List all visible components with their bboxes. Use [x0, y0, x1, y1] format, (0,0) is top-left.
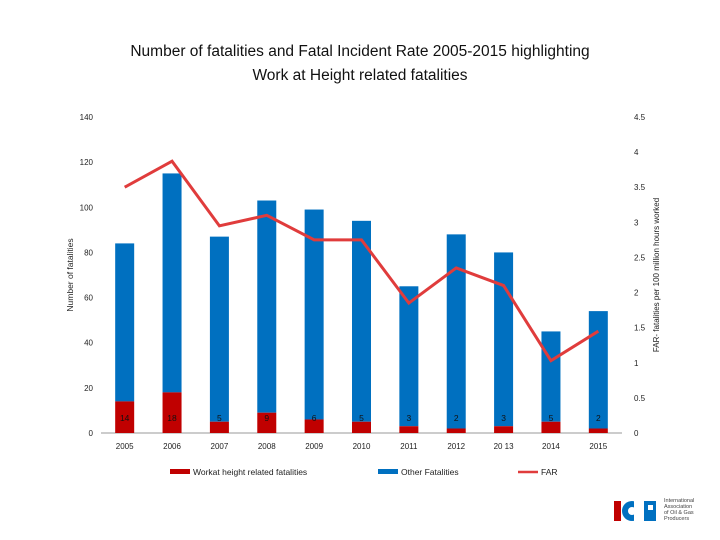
chart-title-line-2: Work at Height related fatalities	[252, 67, 468, 84]
y2-tick-label: 3	[634, 218, 639, 227]
bar-other-fatalities	[494, 252, 514, 427]
bar-other-fatalities	[115, 243, 135, 402]
y2-axis-title: FAR- fatalities per 100 million hours wo…	[652, 198, 661, 352]
data-label: 2	[596, 413, 601, 423]
y2-tick-label: 3.5	[634, 183, 646, 192]
x-tick-label: 2006	[163, 442, 181, 451]
bar-work-at-height	[494, 426, 514, 433]
y2-tick-label: 1	[634, 359, 639, 368]
legend-swatch	[378, 469, 398, 474]
data-label: 3	[501, 413, 506, 423]
x-tick-label: 2015	[589, 442, 607, 451]
y-tick-label: 140	[80, 113, 94, 122]
y-tick-label: 40	[84, 339, 93, 348]
bar-work-at-height	[541, 421, 561, 433]
x-tick-label: 2011	[400, 442, 418, 451]
bar-work-at-height	[257, 412, 277, 433]
y2-tick-label: 4	[634, 148, 639, 157]
y2-tick-label: 1.5	[634, 324, 646, 333]
legend-swatch	[170, 469, 190, 474]
logo-line: International	[664, 498, 695, 504]
y-axis-title: Number of fatalities	[65, 238, 75, 311]
y2-tick-label: 2	[634, 289, 639, 298]
bar-work-at-height	[588, 428, 608, 433]
legend-label: FAR	[541, 467, 558, 477]
bar-work-at-height	[304, 419, 324, 433]
logo-line: Producers	[664, 516, 690, 522]
legend-label: Workat height related fatalities	[193, 467, 307, 477]
chart-title: Number of fatalities and Fatal Incident …	[60, 40, 660, 88]
bar-work-at-height	[162, 392, 182, 433]
bar-other-fatalities	[399, 286, 419, 427]
y2-tick-label: 0.5	[634, 394, 646, 403]
bar-other-fatalities	[352, 220, 371, 422]
bar-work-at-height	[209, 421, 229, 433]
bar-other-fatalities	[304, 209, 324, 420]
y-tick-label: 100	[80, 203, 94, 212]
iogp-logo: International Association of Oil & Gas P…	[612, 496, 702, 526]
bar-work-at-height	[115, 401, 135, 433]
chart-title-line-1: Number of fatalities and Fatal Incident …	[130, 43, 590, 60]
y-tick-label: 0	[89, 429, 94, 438]
iogp-logo-mark	[614, 501, 656, 521]
bar-other-fatalities	[209, 236, 229, 422]
data-label: 18	[167, 413, 177, 423]
data-label: 3	[406, 413, 411, 423]
y2-tick-label: 2.5	[634, 253, 646, 262]
x-tick-label: 2012	[447, 442, 465, 451]
bar-work-at-height	[399, 426, 419, 433]
data-label: 6	[312, 413, 317, 423]
data-label: 5	[549, 413, 554, 423]
data-label: 5	[359, 413, 364, 423]
y-tick-label: 80	[84, 248, 93, 257]
bar-other-fatalities	[257, 200, 277, 413]
x-tick-label: 2014	[542, 442, 560, 451]
bar-other-fatalities	[588, 311, 608, 429]
data-label: 14	[120, 413, 130, 423]
y-tick-label: 120	[80, 158, 94, 167]
y-tick-label: 20	[84, 384, 93, 393]
bar-other-fatalities	[541, 331, 561, 422]
x-tick-label: 2005	[116, 442, 134, 451]
data-label: 2	[454, 413, 459, 423]
data-label: 9	[264, 413, 269, 423]
bar-work-at-height	[446, 428, 466, 433]
logo-line: Association	[664, 504, 693, 510]
x-tick-label: 2009	[305, 442, 323, 451]
logo-line: of Oil & Gas	[664, 510, 694, 516]
data-label: 5	[217, 413, 222, 423]
x-tick-label: 2007	[211, 442, 229, 451]
bar-other-fatalities	[446, 234, 466, 429]
bar-other-fatalities	[162, 173, 182, 393]
iogp-logo-text: International Association of Oil & Gas P…	[664, 498, 704, 522]
x-tick-label: 2008	[258, 442, 276, 451]
y-tick-label: 60	[84, 294, 93, 303]
legend-label: Other Fatalities	[401, 467, 459, 477]
y2-tick-label: 0	[634, 429, 639, 438]
bar-work-at-height	[352, 421, 371, 433]
x-tick-label: 2010	[353, 442, 371, 451]
x-tick-label: 20 13	[494, 442, 515, 451]
y2-tick-label: 4.5	[634, 113, 646, 122]
far-series-line	[123, 159, 600, 363]
